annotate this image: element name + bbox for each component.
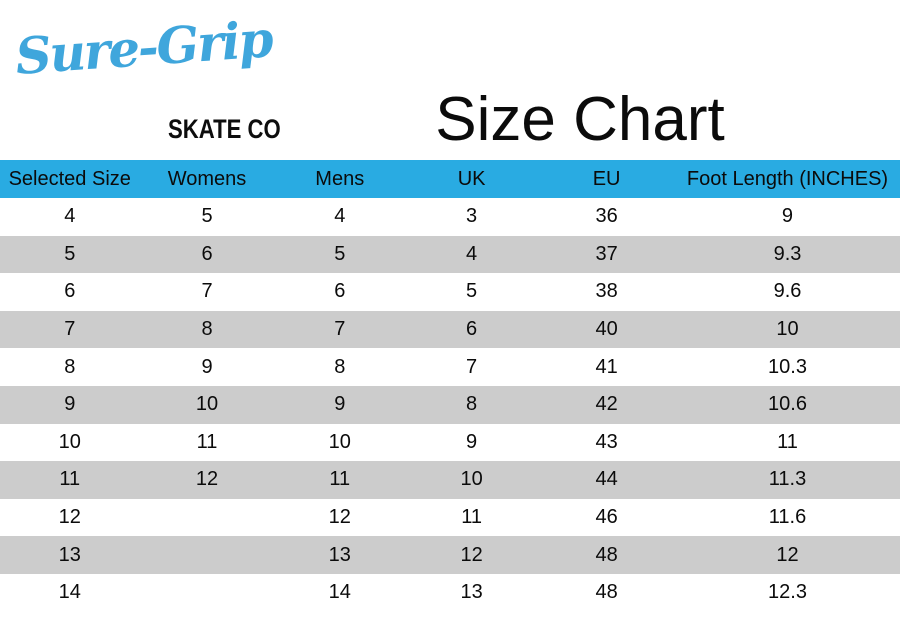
- table-cell: 3: [466, 205, 478, 228]
- table-row: 13 13 12 48 12: [0, 536, 900, 574]
- table-cell: 46: [595, 506, 618, 529]
- table-cell: 8: [201, 318, 213, 341]
- brand-logo: Sure-Grip SKATE CO: [13, 9, 281, 152]
- table-cell: 5: [466, 280, 478, 303]
- table-cell: 12: [460, 543, 483, 566]
- table-cell: 12: [58, 506, 81, 529]
- col-header-uk: UK: [457, 167, 486, 190]
- table-row: 8 9 8 7 41 10.3: [0, 348, 900, 386]
- col-header-selected-size: Selected Size: [8, 167, 131, 190]
- table-row: 7 8 7 6 40 10: [0, 310, 900, 349]
- logo-script-text: Sure-Grip: [13, 9, 274, 87]
- table-cell: 41: [595, 355, 618, 378]
- table-cell: 4: [466, 242, 478, 265]
- table-cell: 42: [595, 393, 618, 416]
- table-cell: 8: [466, 393, 478, 416]
- table-cell: 8: [64, 355, 76, 378]
- table-cell: 6: [466, 318, 478, 341]
- table-cell: 11: [59, 468, 81, 491]
- table-cell: 7: [466, 355, 478, 378]
- table-cell: 12: [195, 468, 219, 491]
- table-cell: 9: [334, 393, 346, 416]
- table-cell: 6: [64, 280, 76, 303]
- table-cell: 6: [334, 280, 346, 303]
- table-cell: [140, 499, 275, 537]
- table-cell: 6: [201, 242, 213, 265]
- col-header-foot-length: Foot Length (INCHES): [686, 167, 889, 190]
- table-row: 14 14 13 48 12.3: [0, 574, 900, 612]
- table-cell: 10: [195, 393, 219, 416]
- table-cell: 10: [58, 430, 81, 453]
- size-table-body: 4 5 4 3 36 9 5 6 5 4 37 9.3 6 7 6 5 38 9.6 7 8 7 6 40 10 8 9 8 7 41 1…: [0, 198, 900, 612]
- table-cell: 10.6: [768, 393, 807, 416]
- table-cell: [140, 536, 275, 574]
- table-cell: 7: [334, 318, 346, 341]
- table-cell: 9: [781, 205, 794, 228]
- table-cell: 9: [466, 430, 478, 453]
- table-row: 11 12 11 10 44 11.3: [0, 461, 900, 499]
- table-cell: 8: [334, 355, 346, 378]
- table-cell: 12.3: [768, 581, 807, 604]
- table-row: 10 11 10 9 43 11: [0, 424, 900, 462]
- size-table-header: Selected Size Womens Mens UK EU Foot Len…: [0, 160, 900, 198]
- table-cell: 14: [58, 581, 81, 604]
- table-cell: 10: [776, 318, 799, 341]
- table-cell: 12: [328, 506, 351, 529]
- col-header-mens: Mens: [315, 167, 365, 190]
- table-cell: 38: [595, 280, 618, 303]
- table-cell: 44: [595, 468, 618, 491]
- table-cell: 10: [328, 430, 351, 453]
- table-cell: 5: [201, 205, 213, 228]
- table-cell: 11: [461, 506, 482, 529]
- table-cell: 4: [64, 205, 76, 228]
- table-row: 9 10 9 8 42 10.6: [0, 385, 900, 424]
- table-cell: 7: [64, 318, 76, 341]
- table-cell: 13: [328, 543, 351, 566]
- table-cell: 11.3: [768, 468, 807, 491]
- table-cell: 11.6: [768, 506, 807, 529]
- table-cell: [140, 574, 275, 612]
- table-cell: 36: [595, 205, 618, 228]
- table-cell: 13: [58, 543, 81, 566]
- table-cell: 7: [201, 280, 213, 303]
- table-cell: 40: [595, 318, 618, 341]
- table-row: 6 7 6 5 38 9.6: [0, 273, 900, 311]
- table-cell: 5: [64, 242, 76, 265]
- col-header-eu: EU: [592, 167, 621, 190]
- table-row: 4 5 4 3 36 9: [0, 198, 900, 236]
- size-table: Selected Size Womens Mens UK EU Foot Len…: [0, 160, 900, 612]
- table-cell: 11: [196, 430, 218, 453]
- table-cell: 9: [64, 393, 76, 416]
- table-cell: 4: [334, 205, 346, 228]
- table-cell: 48: [595, 581, 618, 604]
- col-header-womens: Womens: [167, 167, 247, 190]
- logo-subtitle: SKATE CO: [168, 114, 281, 144]
- table-cell: 14: [328, 581, 351, 604]
- table-cell: 12: [776, 543, 799, 566]
- header-row: Selected Size Womens Mens UK EU Foot Len…: [0, 160, 900, 198]
- table-row: 12 12 11 46 11.6: [0, 499, 900, 537]
- table-cell: 43: [595, 430, 618, 453]
- table-cell: 48: [595, 543, 618, 566]
- table-cell: 9: [201, 355, 213, 378]
- table-cell: 11: [777, 430, 798, 453]
- table-cell: 13: [460, 581, 483, 604]
- table-cell: 10.3: [768, 355, 807, 378]
- page-title: Size Chart: [435, 84, 725, 154]
- table-row: 5 6 5 4 37 9.3: [0, 235, 900, 274]
- table-cell: 37: [595, 242, 618, 265]
- table-cell: 10: [460, 468, 483, 491]
- table-cell: 9.3: [773, 242, 802, 265]
- table-cell: 11: [329, 468, 351, 491]
- table-cell: 5: [334, 242, 346, 265]
- table-cell: 9.6: [773, 280, 802, 303]
